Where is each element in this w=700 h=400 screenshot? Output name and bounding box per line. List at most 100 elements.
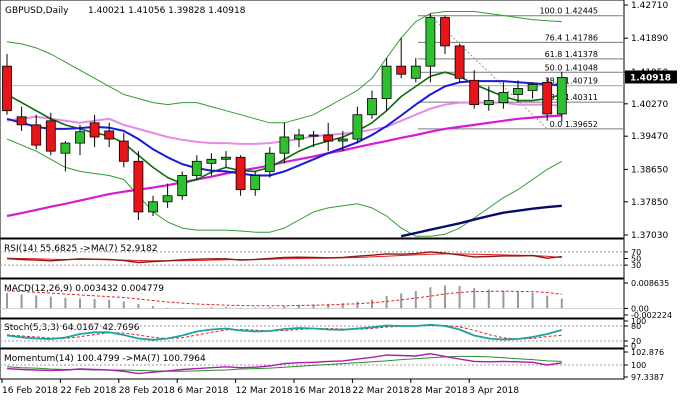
macd-histogram-bar	[414, 291, 417, 309]
candle-body	[440, 17, 450, 47]
macd-histogram-bar	[502, 290, 505, 309]
bollinger-upper	[6, 11, 562, 124]
macd-histogram-bar	[546, 295, 549, 309]
chart-title: GBPUSD,Daily	[5, 6, 69, 16]
time-tick-label: 12 Mar 2018	[236, 386, 293, 396]
time-tick-label: 22 Mar 2018	[352, 386, 409, 396]
price-tick-label: 1.40270	[631, 100, 668, 110]
fib-label: 0.0 1.39652	[550, 120, 598, 129]
time-tick-label: 28 Mar 2018	[411, 386, 468, 396]
price-tick-label: 1.41890	[631, 34, 668, 44]
candle-body	[308, 134, 319, 137]
momentum-tick-label: 97.3387	[631, 373, 664, 382]
navy-ma-line	[400, 204, 562, 238]
candle-body	[367, 98, 377, 116]
stoch-d-line	[6, 325, 562, 340]
rsi-tick-label: 30	[631, 261, 641, 270]
macd-histogram-bar	[6, 293, 8, 309]
momentum-tick-label: 100	[631, 361, 646, 370]
candle-body	[513, 88, 523, 95]
candle-body	[337, 138, 348, 142]
macd-histogram-bar	[49, 296, 52, 309]
time-tick-label: 6 Mar 2018	[177, 386, 229, 396]
price-tick-label: 1.37850	[631, 198, 668, 208]
macd-histogram-bar	[400, 293, 403, 309]
candle-body	[323, 134, 334, 142]
candle-body	[425, 17, 436, 67]
macd-histogram-bar	[225, 306, 227, 309]
candle-body	[396, 65, 407, 75]
fib-label: 61.8 1.41378	[545, 50, 598, 59]
momentum-panel: Momentum(14) 100.4799 ->MA(7) 100.7964	[0, 348, 625, 380]
candle-body	[75, 131, 85, 144]
fib-label: 100.0 1.42445	[539, 7, 598, 16]
price-tick-label: 1.39470	[631, 132, 668, 142]
stoch-tick-label: 100	[631, 317, 646, 326]
main-panel: 100.0 1.42445 76.4 1.41786 61.8 1.41378 50.…	[0, 0, 625, 239]
time-tick-label: 28 Feb 2018	[119, 386, 175, 396]
time-tick-label: 16 Feb 2018	[2, 386, 58, 396]
candle-body	[31, 124, 42, 146]
stoch-tick-label: 0	[631, 342, 636, 351]
candlesticks	[2, 13, 567, 221]
macd-tick-label: 0.00	[631, 304, 649, 313]
rsi-panel: RSI(14) 55.6825 ->MA(7) 52.9182	[0, 238, 625, 279]
candle-body	[118, 140, 129, 162]
macd-histogram-bar	[122, 301, 125, 309]
fib-trendline	[430, 15, 548, 130]
time-axis: 16 Feb 2018 22 Feb 2018 28 Feb 2018 6 Mar 2…	[1, 379, 519, 396]
fib-label: 23.6 1.40311	[545, 93, 598, 102]
candle-body	[498, 92, 509, 103]
candle-body	[191, 160, 202, 176]
candle-body	[16, 116, 27, 126]
macd-histogram-bar	[152, 306, 154, 309]
candle-body	[133, 160, 144, 213]
macd-histogram-bar	[371, 299, 373, 309]
time-tick-label: 16 Mar 2018	[294, 386, 351, 396]
candle-body	[264, 152, 275, 172]
candle-body	[221, 156, 231, 160]
price-tick-label: 1.42710	[631, 1, 668, 11]
macd-histogram-bar	[35, 295, 38, 309]
macd-histogram-bar	[298, 304, 300, 309]
macd-histogram-bar	[312, 304, 315, 309]
macd-panel: MACD(12,26,9) 0.003432 0.004779	[0, 278, 625, 319]
macd-tick-label: -0.002224	[631, 311, 672, 320]
price-tick-label: 1.37030	[631, 231, 668, 241]
rsi-line	[6, 251, 562, 264]
candle-body	[60, 142, 71, 154]
candle-body	[89, 122, 100, 138]
macd-histogram-bar	[254, 307, 257, 309]
macd-histogram-bar	[517, 291, 519, 309]
candle-body	[206, 158, 217, 164]
macd-histogram-bar	[20, 294, 23, 309]
fibonacci-levels: 100.0 1.42445 76.4 1.41786 61.8 1.41378 50.…	[0, 7, 624, 130]
candle-body	[250, 175, 261, 191]
candle-body	[483, 100, 494, 106]
fib-label: 50.0 1.41048	[545, 63, 598, 72]
macd-histogram-bar	[531, 292, 534, 309]
time-tick-label: 3 Apr 2018	[469, 386, 519, 396]
candle-body	[381, 65, 392, 99]
macd-histogram-bar	[458, 286, 461, 309]
macd-histogram-bar	[268, 306, 271, 309]
candle-body	[469, 79, 480, 106]
candle-body	[45, 120, 56, 152]
candle-body	[542, 81, 553, 115]
fib-label: 38.2 1.40719	[545, 77, 598, 86]
macd-histogram-bar	[79, 298, 81, 309]
fib-label: 76.4 1.41786	[545, 33, 598, 42]
momentum-line	[6, 353, 562, 375]
macd-histogram-bar	[93, 299, 96, 309]
rsi-tick-label: 50	[631, 255, 641, 264]
macd-histogram-bar	[356, 301, 359, 309]
stoch-k-line	[6, 323, 563, 341]
macd-histogram-bar	[137, 304, 140, 309]
candle-body	[148, 201, 158, 213]
macd-histogram-bar	[210, 307, 213, 309]
macd-histogram-bar	[444, 285, 446, 309]
price-axis: 1.427101.418901.410501.402701.394701.386…	[624, 1, 677, 241]
macd-histogram-bar	[429, 287, 432, 309]
current-price-label: 1.40918	[630, 73, 671, 83]
